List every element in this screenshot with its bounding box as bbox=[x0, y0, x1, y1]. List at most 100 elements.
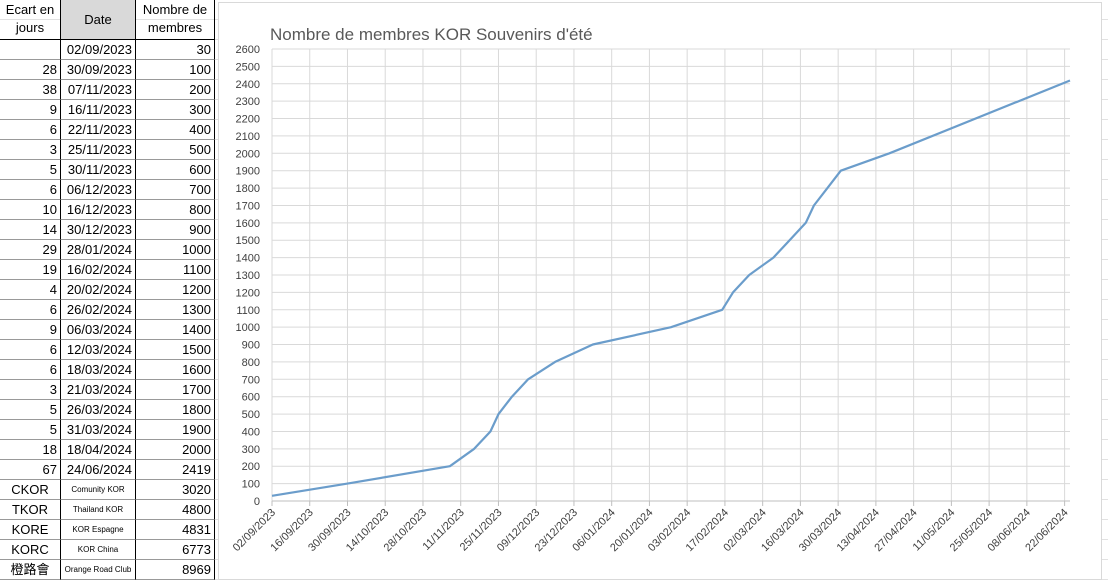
y-tick-label: 2400 bbox=[236, 79, 260, 91]
y-tick-label: 1100 bbox=[236, 305, 260, 317]
y-tick-label: 1800 bbox=[236, 183, 260, 195]
gap-cell: 9 bbox=[0, 320, 61, 340]
line bbox=[271, 79, 1071, 497]
gap-cell: 4 bbox=[0, 280, 61, 300]
members-cell: 400 bbox=[136, 120, 215, 140]
gap-cell: 9 bbox=[0, 100, 61, 120]
members-cell: 4800 bbox=[136, 500, 215, 520]
date-cell: 06/03/2024 bbox=[61, 320, 136, 340]
y-tick-label: 1300 bbox=[236, 270, 260, 282]
group-name: Orange Road Club bbox=[61, 560, 136, 580]
members-cell: 1700 bbox=[136, 380, 215, 400]
y-tick-label: 1400 bbox=[236, 253, 260, 265]
members-cell: 200 bbox=[136, 80, 215, 100]
members-cell: 1900 bbox=[136, 420, 215, 440]
date-cell: 16/12/2023 bbox=[61, 200, 136, 220]
y-tick-label: 2600 bbox=[236, 44, 260, 56]
members-cell: 2419 bbox=[136, 460, 215, 480]
members-cell: 1500 bbox=[136, 340, 215, 360]
date-cell: 06/12/2023 bbox=[61, 180, 136, 200]
gap-cell: 38 bbox=[0, 80, 61, 100]
y-tick-label: 800 bbox=[242, 357, 260, 369]
members-cell: 1400 bbox=[136, 320, 215, 340]
chart-title: Nombre de membres KOR Souvenirs d'été bbox=[270, 25, 593, 44]
date-cell: 31/03/2024 bbox=[61, 420, 136, 440]
y-tick-label: 0 bbox=[254, 496, 260, 508]
y-tick-label: 2200 bbox=[236, 114, 260, 126]
column-header: Ecart en jours bbox=[0, 0, 61, 40]
group-name: Comunity KOR bbox=[61, 480, 136, 500]
members-cell: 1200 bbox=[136, 280, 215, 300]
date-cell: 26/03/2024 bbox=[61, 400, 136, 420]
date-cell: 02/09/2023 bbox=[61, 40, 136, 60]
members-cell: 4831 bbox=[136, 520, 215, 540]
y-tick-label: 2100 bbox=[236, 131, 260, 143]
y-tick-label: 500 bbox=[242, 409, 260, 421]
gap-cell: 6 bbox=[0, 340, 61, 360]
gap-cell: 10 bbox=[0, 200, 61, 220]
gap-cell: 14 bbox=[0, 220, 61, 240]
date-cell: 07/11/2023 bbox=[61, 80, 136, 100]
y-tick-label: 600 bbox=[242, 392, 260, 404]
group-code: KORC bbox=[0, 540, 61, 560]
y-tick-label: 2500 bbox=[236, 61, 260, 73]
group-name: KOR China bbox=[61, 540, 136, 560]
date-cell: 20/02/2024 bbox=[61, 280, 136, 300]
y-tick-label: 100 bbox=[242, 479, 260, 491]
members-cell: 1000 bbox=[136, 240, 215, 260]
date-cell: 16/02/2024 bbox=[61, 260, 136, 280]
gap-cell: 6 bbox=[0, 180, 61, 200]
y-tick-label: 1200 bbox=[236, 287, 260, 299]
members-cell: 100 bbox=[136, 60, 215, 80]
gap-cell: 29 bbox=[0, 240, 61, 260]
members-cell: 1300 bbox=[136, 300, 215, 320]
group-code: CKOR bbox=[0, 480, 61, 500]
members-cell: 700 bbox=[136, 180, 215, 200]
date-cell: 28/01/2024 bbox=[61, 240, 136, 260]
date-cell: 18/03/2024 bbox=[61, 360, 136, 380]
y-tick-label: 1700 bbox=[236, 200, 260, 212]
gap-cell: 67 bbox=[0, 460, 61, 480]
date-cell: 12/03/2024 bbox=[61, 340, 136, 360]
gap-cell: 3 bbox=[0, 380, 61, 400]
chart-area bbox=[218, 2, 1102, 580]
date-cell: 16/11/2023 bbox=[61, 100, 136, 120]
y-tick-label: 400 bbox=[242, 426, 260, 438]
y-tick-label: 200 bbox=[242, 461, 260, 473]
y-tick-label: 1600 bbox=[236, 218, 260, 230]
column-header: Date bbox=[61, 0, 136, 40]
date-cell: 25/11/2023 bbox=[61, 140, 136, 160]
date-cell: 26/02/2024 bbox=[61, 300, 136, 320]
members-cell: 300 bbox=[136, 100, 215, 120]
gap-cell: 5 bbox=[0, 160, 61, 180]
gap-cell: 18 bbox=[0, 440, 61, 460]
date-cell: 30/12/2023 bbox=[61, 220, 136, 240]
date-cell: 22/11/2023 bbox=[61, 120, 136, 140]
y-tick-label: 2300 bbox=[236, 96, 260, 108]
gap-cell: 5 bbox=[0, 420, 61, 440]
gap-cell: 19 bbox=[0, 260, 61, 280]
members-cell: 6773 bbox=[136, 540, 215, 560]
group-name: KOR Espagne bbox=[61, 520, 136, 540]
gap-cell: 6 bbox=[0, 300, 61, 320]
gap-cell bbox=[0, 40, 61, 60]
group-name: Thailand KOR bbox=[61, 500, 136, 520]
y-tick-label: 1900 bbox=[236, 166, 260, 178]
date-cell: 30/09/2023 bbox=[61, 60, 136, 80]
members-cell: 1600 bbox=[136, 360, 215, 380]
chart: Nombre de membres KOR Souvenirs d'été 0 1… bbox=[218, 2, 1102, 580]
gap-cell: 3 bbox=[0, 140, 61, 160]
members-cell: 1800 bbox=[136, 400, 215, 420]
date-cell: 30/11/2023 bbox=[61, 160, 136, 180]
members-cell: 800 bbox=[136, 200, 215, 220]
members-cell: 30 bbox=[136, 40, 215, 60]
group-code: 橙路會 bbox=[0, 560, 61, 580]
y-tick-label: 2000 bbox=[236, 148, 260, 160]
group-code: KORE bbox=[0, 520, 61, 540]
members-cell: 8969 bbox=[136, 560, 215, 580]
gap-cell: 6 bbox=[0, 360, 61, 380]
y-tick-label: 900 bbox=[242, 340, 260, 352]
members-cell: 900 bbox=[136, 220, 215, 240]
members-cell: 600 bbox=[136, 160, 215, 180]
